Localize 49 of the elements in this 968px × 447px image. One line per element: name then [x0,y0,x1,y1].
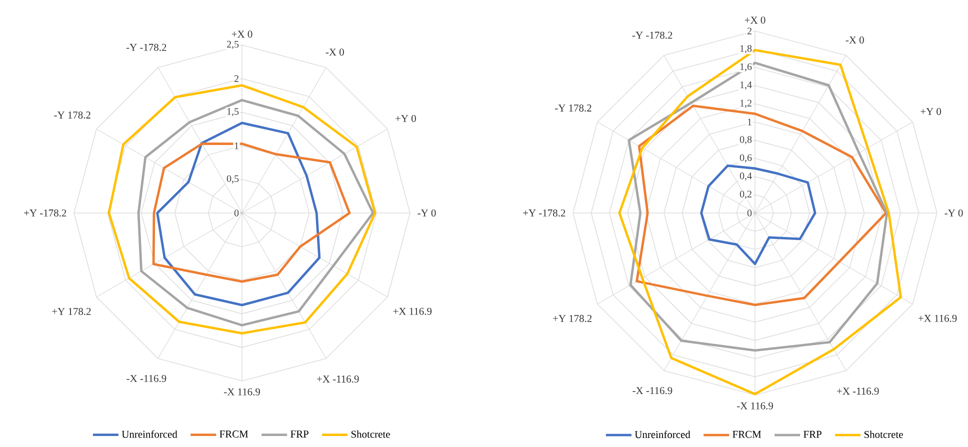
y-tick-label: 1,5 [227,108,239,116]
spoke-label: -Y 0 [418,209,436,217]
spoke-label: +X -116.9 [317,376,359,383]
spoke-label: -Y 178.2 [54,112,90,119]
spoke-label: +Y -178.2 [24,209,66,217]
y-tick-label: 1,6 [740,63,752,72]
spoke-label: +Y 0 [920,108,942,116]
spoke-label: -Y -178.2 [126,44,166,51]
spoke-label: +X 0 [232,30,252,38]
spoke-label: +X -116.9 [837,388,879,395]
y-tick-label: 2 [234,75,238,82]
spoke-label: -X 116.9 [736,402,773,410]
spoke-label: +Y 178.2 [553,314,592,322]
spoke-label: +Y 0 [396,114,416,122]
legend-label: Shotcrete [351,430,390,438]
y-tick-label: 1,2 [740,100,752,108]
y-tick-label: 0,5 [226,175,239,184]
y-tick-label: 2,5 [226,40,239,50]
spoke-label: -Y -178.2 [632,32,672,39]
y-tick-label: 1,8 [740,45,752,54]
spoke-label: +Y 178.2 [52,308,91,316]
spoke-label: -X 0 [326,48,344,56]
legend-label: FRCM [220,430,248,438]
y-tick-label: 1 [748,118,752,126]
legend-label: Unreinforced [634,430,690,438]
y-tick-label: 2 [747,28,752,34]
legend-label: Shotcrete [864,430,903,438]
spoke-label: -Y 178.2 [555,104,592,112]
legend-label: FRCM [732,430,762,438]
spoke-label: -X 116.9 [224,388,260,396]
y-tick-label: 1,4 [740,82,752,90]
spoke-label: +X 116.9 [918,314,957,322]
spoke-label: -X -116.9 [632,387,672,394]
spoke-label: +Y -178.2 [523,209,566,217]
y-tick-label: 1 [234,142,238,150]
y-tick-label: 0,2 [740,190,752,199]
legend-label: FRP [290,430,308,438]
spoke-label: -X -116.9 [126,374,166,382]
legend-label: FRP [804,430,822,438]
legend-label: Unreinforced [122,430,178,438]
spoke-label: +X 116.9 [393,308,432,315]
spoke-label: +X 0 [744,16,766,24]
y-tick-label: 0,4 [740,172,752,181]
y-tick-label: 0 [747,210,752,216]
y-tick-label: 0,6 [740,154,752,162]
spoke-label: -Y 0 [944,209,963,217]
spoke-label: -X 0 [846,36,864,44]
y-tick-label: 0,8 [740,136,752,144]
y-tick-label: 0 [234,210,239,216]
